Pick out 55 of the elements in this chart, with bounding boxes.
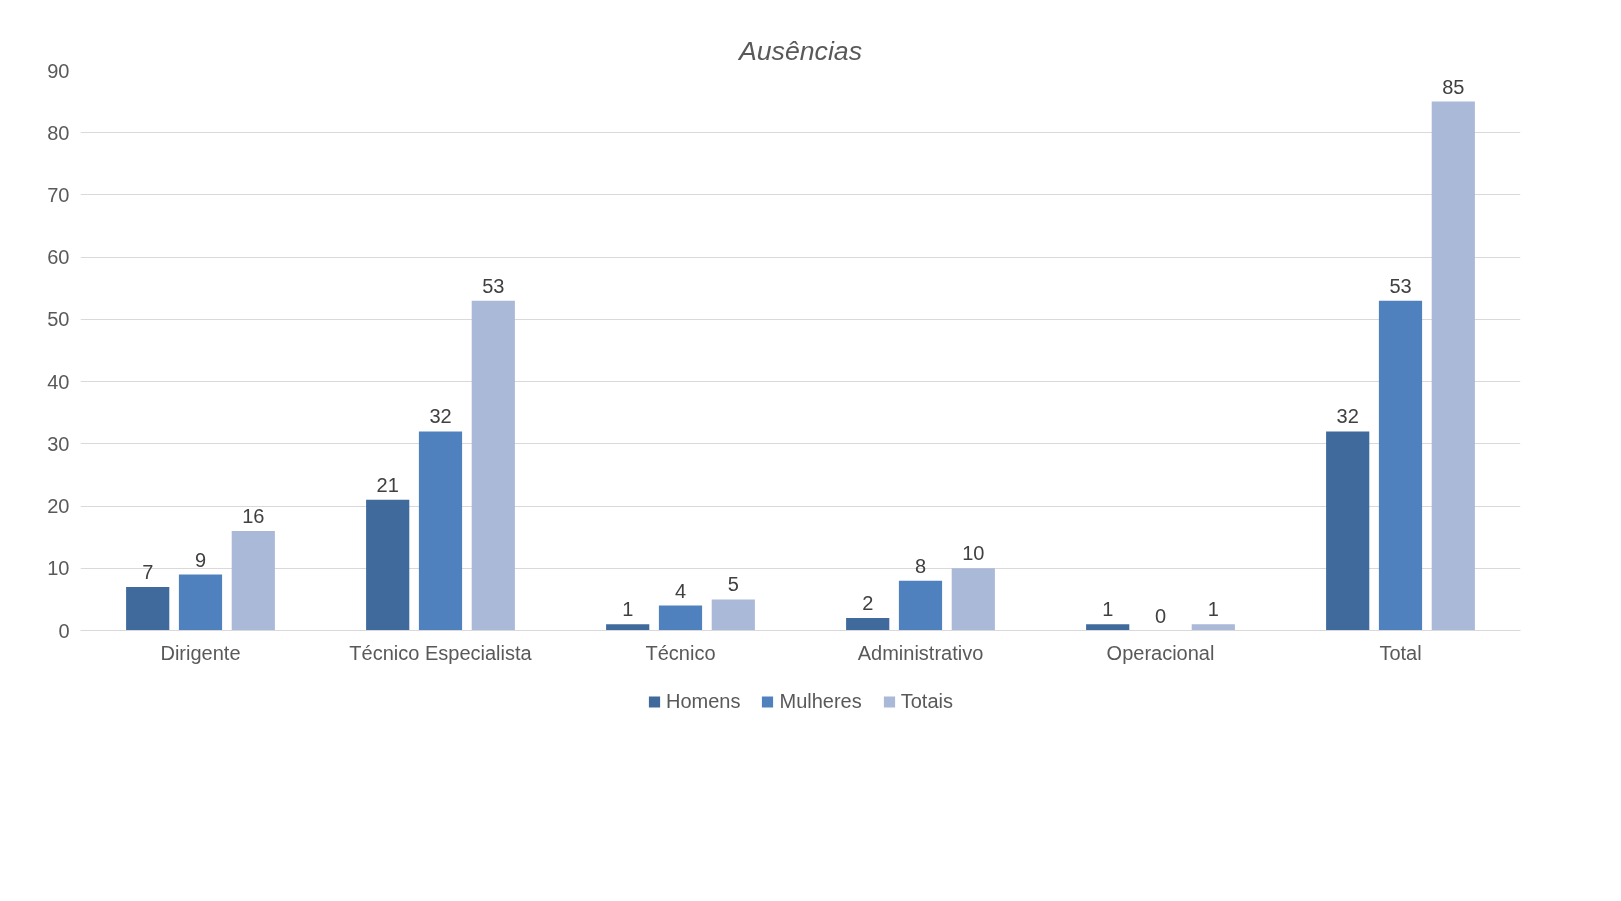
bar xyxy=(418,431,463,631)
y-tick-label: 90 xyxy=(47,59,70,82)
bar xyxy=(846,618,890,631)
data-label: 21 xyxy=(376,473,399,496)
bar xyxy=(898,580,943,631)
data-label: 2 xyxy=(862,592,874,615)
bar xyxy=(711,599,755,631)
data-label: 9 xyxy=(194,548,207,571)
data-label: 8 xyxy=(914,554,927,577)
bar xyxy=(1431,101,1475,631)
y-tick-label: 80 xyxy=(47,121,70,144)
bar xyxy=(606,624,650,631)
y-tick-label: 60 xyxy=(47,246,70,269)
x-tick-label: Operacional xyxy=(1106,641,1215,664)
x-tick-label: Administrativo xyxy=(857,641,984,664)
bar xyxy=(1378,300,1423,631)
data-label: 7 xyxy=(142,560,154,583)
bar xyxy=(1086,624,1130,631)
bar xyxy=(178,574,223,631)
bar xyxy=(1191,624,1235,631)
data-label: 16 xyxy=(242,504,265,527)
y-tick-label: 20 xyxy=(47,495,70,518)
y-tick-label: 30 xyxy=(47,432,70,455)
y-tick-label: 50 xyxy=(47,308,70,331)
data-label: 10 xyxy=(962,542,985,565)
bar xyxy=(231,530,275,631)
x-tick-label: Total xyxy=(1379,641,1422,664)
bar xyxy=(126,586,170,631)
data-label: 85 xyxy=(1442,75,1465,98)
data-label: 1 xyxy=(622,598,634,621)
data-label: 53 xyxy=(1389,274,1412,297)
y-tick-label: 40 xyxy=(47,370,70,393)
data-label: 5 xyxy=(727,573,739,596)
legend-label: Homens xyxy=(666,689,741,713)
data-label: 1 xyxy=(1207,598,1219,621)
chart-title: Ausências xyxy=(737,35,863,66)
bar xyxy=(1326,431,1370,631)
x-tick-label: Dirigente xyxy=(160,641,241,664)
y-tick-label: 70 xyxy=(47,183,70,206)
y-tick-label: 10 xyxy=(47,557,70,580)
data-label: 0 xyxy=(1154,604,1167,627)
data-label: 53 xyxy=(482,274,505,297)
data-label: 32 xyxy=(429,405,452,428)
bar xyxy=(951,568,995,631)
x-tick-label: Técnico xyxy=(645,641,716,664)
data-label: 4 xyxy=(674,579,687,602)
bar xyxy=(366,499,410,631)
data-label: 1 xyxy=(1102,598,1114,621)
legend-label: Mulheres xyxy=(779,689,862,713)
legend-label: Totais xyxy=(900,689,953,713)
bar xyxy=(471,300,515,631)
data-label: 32 xyxy=(1336,405,1359,428)
x-tick-label: Técnico Especialista xyxy=(349,641,533,664)
y-tick-label: 0 xyxy=(58,619,70,642)
bar xyxy=(658,605,703,631)
